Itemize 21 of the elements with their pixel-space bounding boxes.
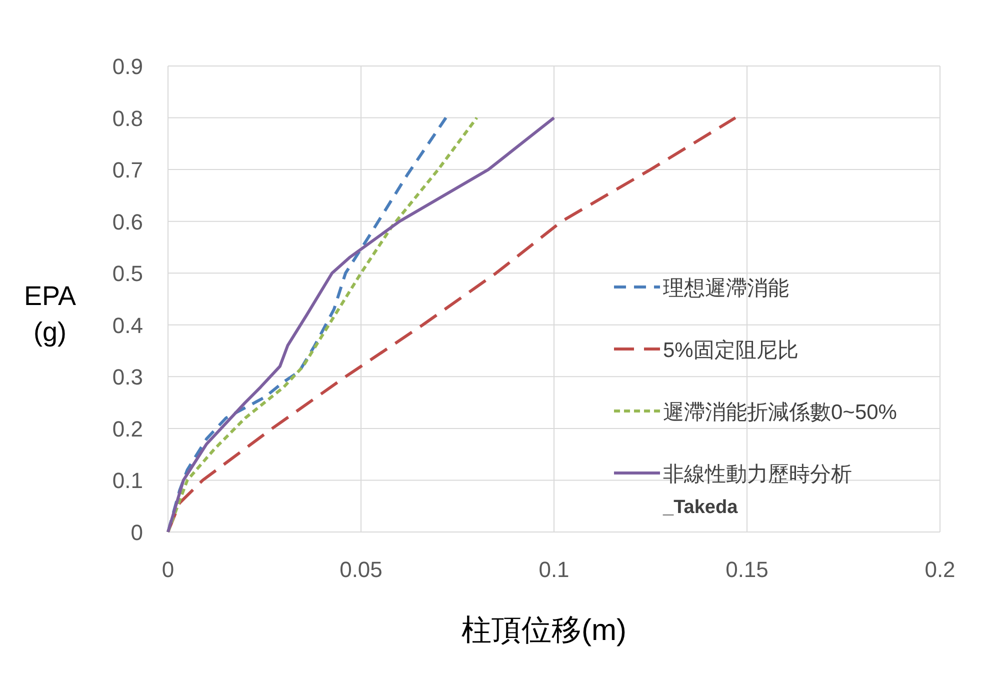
x-tick-label: 0.1 — [538, 557, 570, 582]
y-tick-label: 0.9 — [112, 54, 143, 79]
legend-label: 5%固定阻尼比 — [663, 339, 798, 362]
x-axis-title: 柱頂位移(m) — [462, 614, 626, 647]
legend-label: 理想遲滯消能 — [663, 277, 789, 300]
legend-label: 非線性動力歷時分析_Takeda — [662, 463, 852, 518]
legend-label: 遲滯消能折減係數0~50% — [663, 401, 897, 424]
x-tick-label: 0.2 — [924, 557, 956, 582]
y-tick-label: 0.3 — [112, 364, 143, 390]
x-tick-label: 0.05 — [340, 557, 382, 582]
y-tick-label: 0.2 — [112, 416, 143, 442]
y-axis-title: EPA (g) — [24, 281, 76, 347]
y-tick-label: 0.4 — [112, 312, 143, 338]
x-tick-label: 0 — [162, 557, 174, 582]
y-tick-label: 0.7 — [112, 158, 143, 183]
x-tick-label: 0.15 — [726, 557, 768, 582]
y-tick-label: 0.6 — [112, 209, 143, 234]
y-tick-label: 0 — [130, 520, 143, 545]
y-tick-label: 0.1 — [112, 468, 143, 494]
y-tick-label: 0.8 — [112, 106, 143, 131]
y-tick-label: 0.5 — [112, 261, 143, 286]
